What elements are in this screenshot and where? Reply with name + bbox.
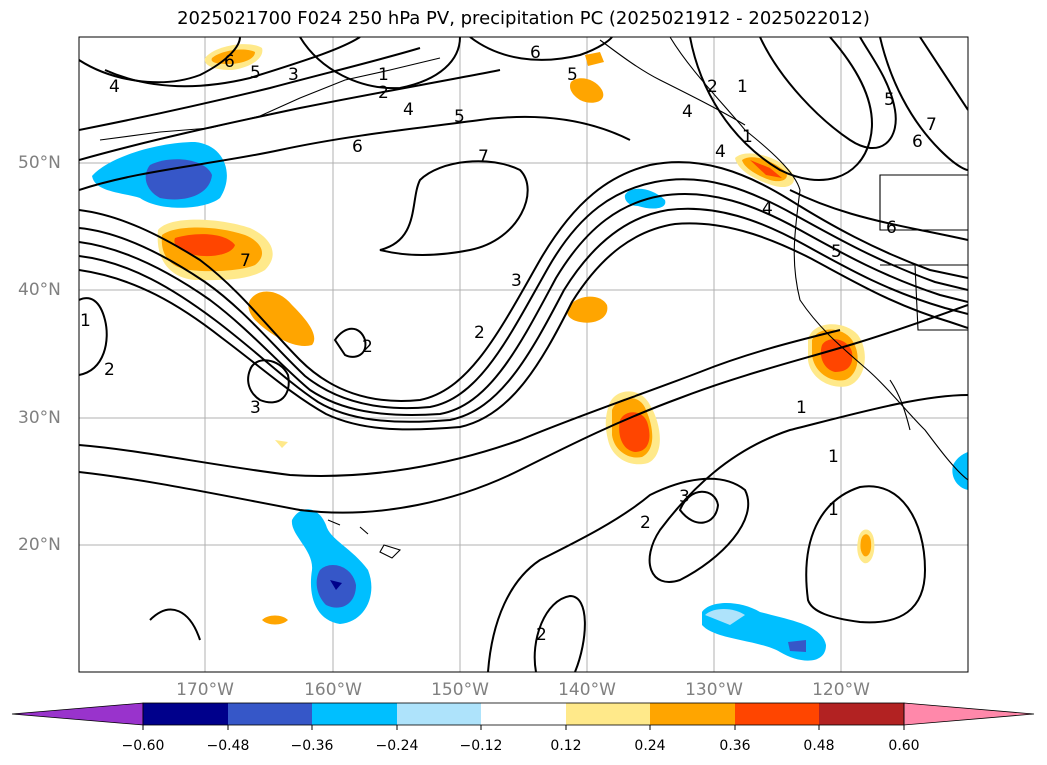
colorbar-tick-label: 0.24 — [634, 738, 666, 754]
contour-label: 6 — [912, 132, 923, 152]
colorbar-tick-label: −0.24 — [375, 738, 419, 754]
colorbar-tick-label: −0.36 — [290, 738, 334, 754]
contour-label: 1 — [828, 447, 839, 467]
lon-label: 150°W — [431, 680, 489, 700]
colorbar-tick-label: −0.48 — [206, 738, 250, 754]
pos-blob-west — [248, 291, 315, 346]
contour-label: 2 — [378, 83, 389, 103]
colorbar-tick-label: 0.12 — [550, 738, 582, 754]
contour-label: 3 — [250, 398, 261, 418]
contour-label: 4 — [682, 102, 693, 122]
contour-label-group: 6 5 3 1 2 4 5 6 7 4 6 5 2 1 4 4 1 5 7 6 … — [80, 43, 937, 645]
contour-label: 4 — [109, 77, 120, 97]
colorbar-tick-label: −0.60 — [121, 738, 165, 754]
contour-label: 5 — [250, 63, 261, 83]
colorbar-tick-label: −0.12 — [459, 738, 503, 754]
contour-label: 2 — [707, 77, 718, 97]
lon-label: 120°W — [812, 680, 870, 700]
contour-label: 1 — [742, 127, 753, 147]
contour-label: 7 — [926, 115, 937, 135]
contour-label: 2 — [362, 337, 373, 357]
contour-label: 1 — [80, 311, 91, 331]
graticule — [79, 37, 968, 672]
lon-label: 170°W — [176, 680, 234, 700]
contour-label: 3 — [288, 65, 299, 85]
lat-label: 40°N — [18, 280, 61, 300]
contour-label: 3 — [511, 271, 522, 291]
lon-label: 130°W — [685, 680, 743, 700]
lon-label: 140°W — [558, 680, 616, 700]
contour-label: 2 — [536, 625, 547, 645]
pos-blob-gulf — [570, 78, 604, 103]
pv-contours — [79, 37, 968, 672]
lat-label: 20°N — [18, 535, 61, 555]
contour-label: 5 — [454, 107, 465, 127]
contour-label: 1 — [796, 398, 807, 418]
contour-label: 1 — [737, 77, 748, 97]
colorbar-tick-label: 0.60 — [888, 738, 920, 754]
contour-label: 7 — [240, 251, 251, 271]
neg-blob-east-edge — [952, 452, 968, 490]
contour-label: 1 — [378, 65, 389, 85]
contour-label: 4 — [762, 199, 773, 219]
contour-label: 5 — [831, 242, 842, 262]
lat-label: 50°N — [18, 153, 61, 173]
contour-label: 6 — [352, 137, 363, 157]
map-frame — [78, 36, 969, 673]
contour-label: 5 — [884, 90, 895, 110]
contour-label: 4 — [403, 100, 414, 120]
coastlines — [99, 37, 968, 559]
contour-label: 4 — [715, 142, 726, 162]
contour-label: 6 — [886, 218, 897, 238]
contour-label: 2 — [640, 513, 651, 533]
contour-label: 5 — [567, 65, 578, 85]
contour-label: 2 — [474, 323, 485, 343]
colorbar-tick-label: 0.36 — [719, 738, 751, 754]
contour-label: 7 — [478, 147, 489, 167]
contour-label: 1 — [828, 500, 839, 520]
lat-label: 30°N — [18, 408, 61, 428]
contour-label: 6 — [530, 43, 541, 63]
lon-label: 160°W — [304, 680, 362, 700]
figure-title: 2025021700 F024 250 hPa PV, precipitatio… — [177, 8, 870, 29]
contour-label: 3 — [679, 487, 690, 507]
contour-label: 2 — [104, 360, 115, 380]
contour-label: 6 — [224, 52, 235, 72]
colorbar-tick-label: 0.48 — [803, 738, 835, 754]
colorbar — [11, 702, 1035, 730]
pos-blob-central — [567, 296, 608, 323]
